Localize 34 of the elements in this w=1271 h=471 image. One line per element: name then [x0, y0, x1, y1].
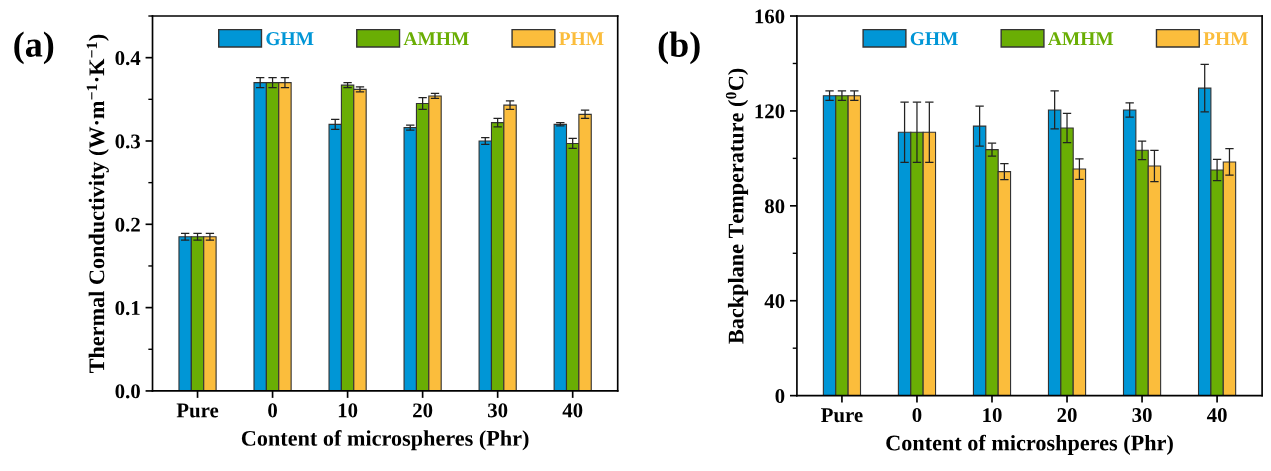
y-tick-label: 0.3 [115, 134, 140, 149]
y-axis-title: Backplane Temperature ($^{0}$C) [725, 68, 749, 344]
x-tick-label: Pure [176, 403, 219, 418]
legend-label: PHM [559, 32, 604, 45]
y-tick-label: 0.0 [115, 384, 140, 399]
y-tick-label: 0.2 [115, 217, 140, 232]
x-axis-title: Content of microspheres (Phr) [241, 429, 529, 451]
x-tick-label: 0 [268, 403, 277, 418]
x-tick-label: 10 [983, 408, 1002, 423]
x-tick-label: 20 [1057, 408, 1077, 423]
legend-label: GHM [910, 32, 958, 46]
x-tick-label: 30 [488, 403, 508, 418]
y-tick-label: 40 [764, 294, 785, 309]
x-tick-label: 10 [338, 403, 358, 418]
x-tick-label: 30 [1132, 408, 1152, 423]
chart-title: (a) [14, 31, 54, 65]
x-tick-label: 40 [562, 403, 583, 418]
legend-label: GHM [266, 32, 314, 46]
legend-label: PHM [1203, 32, 1248, 45]
chart-title: (b) [658, 31, 700, 65]
y-tick-label: 0.1 [115, 300, 140, 316]
y-tick-label: 80 [764, 199, 785, 214]
x-tick-label: Pure [821, 408, 863, 423]
y-tick-label: 160 [755, 9, 785, 24]
x-tick-label: 0 [912, 408, 922, 423]
y-tick-label: 0.4 [115, 51, 141, 66]
x-axis-title: Content of microshperes (Phr) [886, 434, 1173, 456]
legend-label: AMHM [403, 32, 469, 45]
x-tick-label: 40 [1206, 408, 1227, 423]
legend-label: AMHM [1048, 32, 1114, 45]
y-tick-label: 0 [775, 389, 785, 404]
x-tick-label: 20 [413, 403, 433, 418]
y-tick-label: 120 [755, 104, 785, 119]
y-axis-title: Thermal Conductivity (W·m$^{−1}$·K$^{−1}$) [86, 34, 109, 374]
